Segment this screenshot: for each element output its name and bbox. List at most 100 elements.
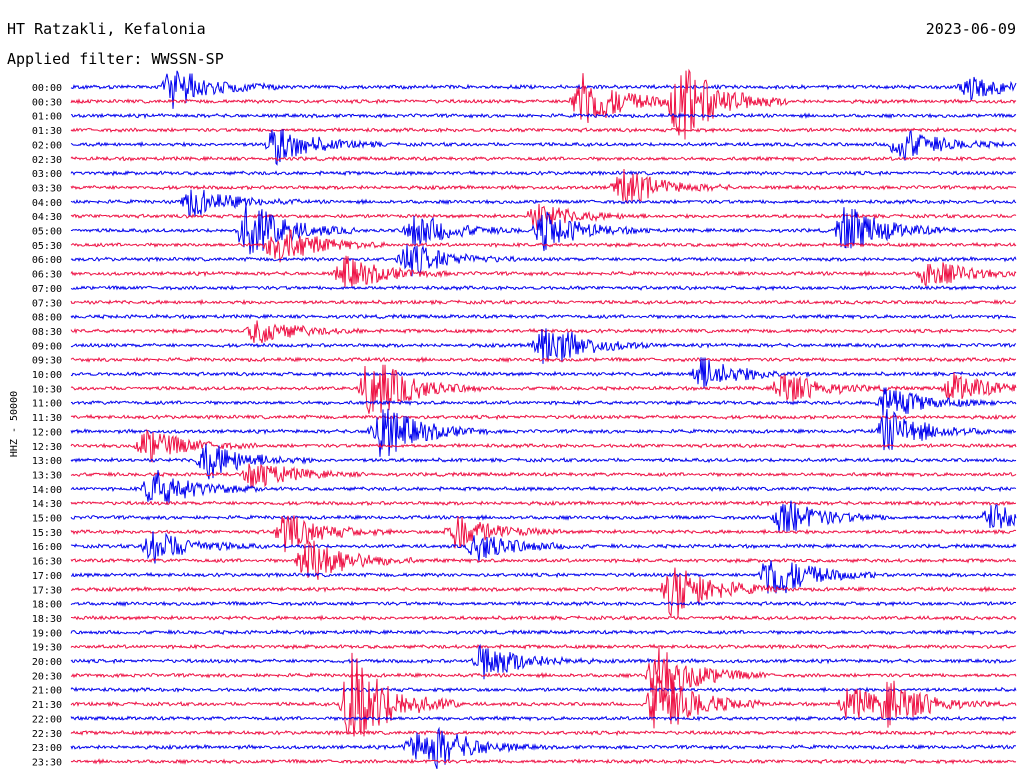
row-time-label: 03:30 bbox=[32, 183, 62, 194]
row-time-label: 23:30 bbox=[32, 757, 62, 768]
row-time-label: 17:00 bbox=[32, 571, 62, 582]
trace-row bbox=[70, 320, 1017, 344]
trace-row bbox=[70, 189, 1017, 217]
trace-row bbox=[70, 328, 1017, 364]
trace-row bbox=[70, 70, 1017, 109]
row-time-label: 13:00 bbox=[32, 456, 62, 467]
row-time-label: 10:00 bbox=[32, 370, 62, 381]
trace-row bbox=[70, 444, 1017, 480]
row-time-label: 01:30 bbox=[32, 126, 62, 137]
row-time-label: 14:30 bbox=[32, 499, 62, 510]
row-time-label: 12:00 bbox=[32, 427, 62, 438]
trace-row bbox=[70, 126, 1017, 134]
row-time-label: 21:30 bbox=[32, 700, 62, 711]
row-time-label: 21:00 bbox=[32, 686, 62, 697]
trace-row bbox=[70, 112, 1017, 120]
row-time-label: 04:00 bbox=[32, 198, 62, 209]
trace-row bbox=[71, 560, 1016, 594]
row-time-label: 09:00 bbox=[32, 341, 62, 352]
trace-row bbox=[70, 298, 1017, 306]
trace-row bbox=[71, 567, 1017, 618]
row-time-label: 17:30 bbox=[32, 585, 62, 596]
trace-row bbox=[70, 600, 1017, 607]
trace-row bbox=[70, 758, 1017, 765]
trace-row bbox=[70, 408, 1017, 457]
row-time-label: 18:30 bbox=[32, 614, 62, 625]
trace-row bbox=[70, 686, 1017, 694]
row-time-label: 12:30 bbox=[32, 442, 62, 453]
row-time-label: 18:00 bbox=[32, 600, 62, 611]
trace-row bbox=[70, 68, 1017, 140]
trace-row bbox=[70, 255, 1017, 289]
trace-row bbox=[70, 356, 1016, 364]
trace-row bbox=[70, 169, 1017, 177]
row-time-label: 06:00 bbox=[32, 255, 62, 266]
trace-row bbox=[70, 313, 1017, 320]
row-time-label: 14:00 bbox=[32, 485, 62, 496]
row-time-label: 20:30 bbox=[32, 671, 62, 682]
row-time-label: 22:00 bbox=[32, 714, 62, 725]
row-time-label: 06:30 bbox=[32, 270, 62, 281]
trace-row bbox=[70, 168, 1017, 204]
trace-row bbox=[70, 499, 1017, 507]
trace-row bbox=[70, 387, 1017, 416]
row-time-label: 23:00 bbox=[32, 743, 62, 754]
trace-row bbox=[70, 531, 1017, 564]
row-time-label: 16:00 bbox=[32, 542, 62, 553]
trace-row bbox=[70, 652, 1017, 737]
row-time-label: 09:30 bbox=[32, 356, 62, 367]
station-title: HT Ratzakli, Kefalonia bbox=[7, 20, 206, 38]
trace-row bbox=[70, 128, 1017, 166]
date-label: 2023-06-09 bbox=[925, 20, 1016, 38]
trace-row bbox=[70, 155, 1017, 162]
trace-row bbox=[70, 470, 1017, 505]
trace-row bbox=[70, 628, 1017, 636]
row-time-label: 20:00 bbox=[32, 657, 62, 668]
row-time-label: 05:00 bbox=[32, 227, 62, 238]
trace-row bbox=[70, 413, 1017, 421]
row-time-label: 15:30 bbox=[32, 528, 62, 539]
row-time-label: 05:30 bbox=[32, 241, 62, 252]
trace-row bbox=[70, 244, 1017, 277]
row-time-label: 22:30 bbox=[32, 729, 62, 740]
trace-row bbox=[70, 203, 1017, 230]
trace-row bbox=[70, 729, 1017, 737]
row-time-label: 15:00 bbox=[32, 514, 62, 525]
row-time-label: 04:30 bbox=[32, 212, 62, 223]
row-time-label: 11:00 bbox=[32, 399, 62, 410]
trace-row bbox=[70, 647, 1017, 704]
row-time-label: 00:00 bbox=[32, 83, 62, 94]
trace-row bbox=[70, 428, 1017, 463]
trace-row bbox=[70, 284, 1017, 292]
row-time-label: 01:00 bbox=[32, 112, 62, 123]
trace-row bbox=[70, 357, 1017, 389]
filter-label: Applied filter: WWSSN-SP bbox=[7, 50, 224, 68]
trace-row bbox=[70, 463, 1017, 488]
trace-row bbox=[70, 500, 1017, 533]
trace-row bbox=[70, 515, 1017, 553]
row-time-labels: 00:00 00:30 01:00 01:30 02:00 02:30 03:00 03:30… bbox=[32, 83, 62, 768]
row-time-label: 00:30 bbox=[32, 97, 62, 108]
row-time-label: 02:00 bbox=[32, 140, 62, 151]
trace-row bbox=[70, 726, 1017, 769]
trace-row bbox=[70, 204, 1017, 255]
trace-row bbox=[70, 540, 1017, 580]
row-time-label: 08:00 bbox=[32, 313, 62, 324]
seismic-traces bbox=[70, 68, 1017, 769]
trace-row bbox=[70, 364, 1017, 414]
trace-row bbox=[70, 643, 1017, 650]
trace-row bbox=[70, 229, 1017, 263]
row-time-label: 08:30 bbox=[32, 327, 62, 338]
row-time-label: 07:30 bbox=[32, 298, 62, 309]
row-time-label: 10:30 bbox=[32, 384, 62, 395]
trace-row bbox=[70, 715, 1017, 722]
row-time-label: 16:30 bbox=[32, 557, 62, 568]
row-time-label: 11:30 bbox=[32, 413, 62, 424]
trace-row bbox=[70, 643, 1017, 680]
row-time-label: 02:30 bbox=[32, 155, 62, 166]
row-time-label: 19:00 bbox=[32, 628, 62, 639]
channel-axis-label: HHZ - 50000 bbox=[9, 391, 20, 457]
row-time-label: 03:00 bbox=[32, 169, 62, 180]
row-time-label: 07:00 bbox=[32, 284, 62, 295]
